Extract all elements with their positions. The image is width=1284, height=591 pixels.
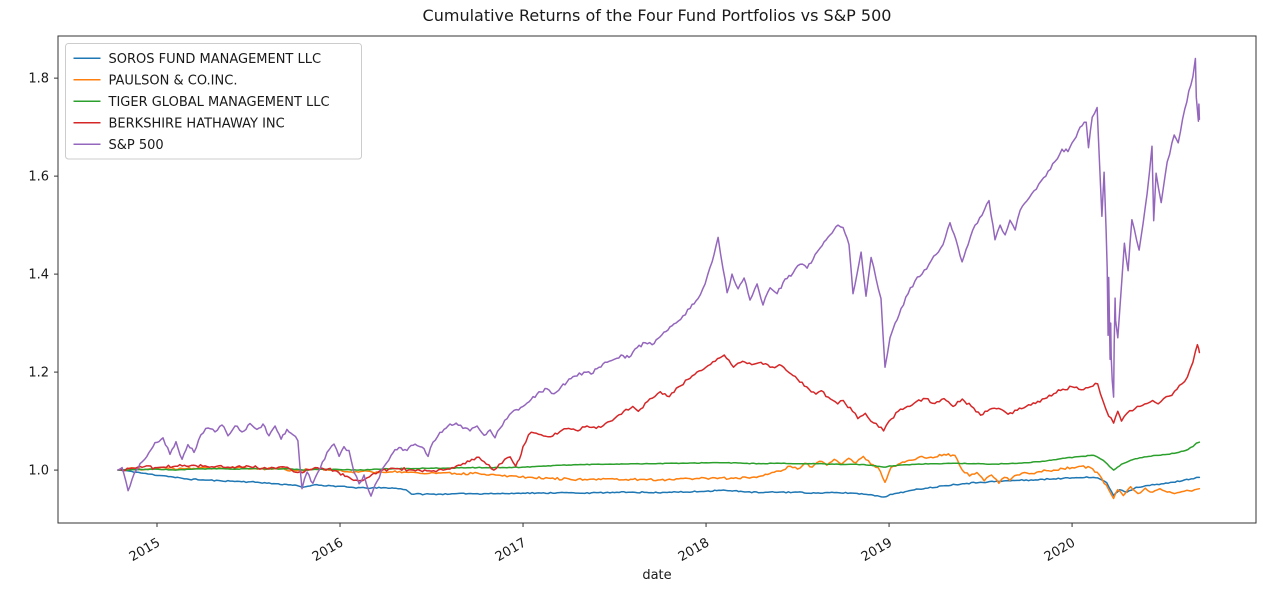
series-line-s-p-500	[117, 57, 1201, 497]
legend-label: TIGER GLOBAL MANAGEMENT LLC	[108, 95, 330, 110]
x-axis-label: date	[642, 568, 672, 583]
y-tick-label-1.6: 1.6	[28, 170, 49, 185]
x-tick-label-2015: 2015	[127, 535, 163, 565]
legend-entry-berkshire-hathaway-inc: BERKSHIRE HATHAWAY INC	[73, 116, 285, 131]
x-tick-label-2016: 2016	[310, 535, 346, 565]
legend-label: S&P 500	[109, 138, 164, 153]
legend: SOROS FUND MANAGEMENT LLC PAULSON & CO.IN…	[65, 43, 362, 160]
x-tick-label-2018: 2018	[676, 535, 712, 565]
x-tick-label-2020: 2020	[1042, 535, 1078, 565]
series-group	[117, 57, 1201, 500]
legend-label: PAULSON & CO.INC.	[109, 73, 238, 88]
series-line-tiger-global-management-llc	[117, 441, 1201, 471]
legend-entry-tiger-global-management-llc: TIGER GLOBAL MANAGEMENT LLC	[73, 95, 330, 110]
legend-entry-paulson-co-inc: PAULSON & CO.INC.	[73, 73, 238, 88]
x-tick-label-2017: 2017	[493, 535, 529, 565]
legend-label: BERKSHIRE HATHAWAY INC	[109, 116, 285, 131]
y-tick-label-1.0: 1.0	[28, 464, 49, 479]
legend-entry-soros-fund-management-llc: SOROS FUND MANAGEMENT LLC	[73, 52, 322, 67]
legend-label: SOROS FUND MANAGEMENT LLC	[109, 52, 322, 67]
plot-spines	[57, 35, 1257, 524]
legend-entry-s-p-500: S&P 500	[73, 138, 164, 153]
x-tick-label-2019: 2019	[859, 535, 895, 565]
y-tick-label-1.8: 1.8	[28, 72, 49, 87]
y-tick-label-1.2: 1.2	[28, 366, 49, 381]
chart-title: Cumulative Returns of the Four Fund Port…	[422, 6, 892, 25]
legend-box	[65, 43, 362, 160]
series-line-paulson-co-inc	[117, 453, 1201, 500]
y-tick-label-1.4: 1.4	[28, 268, 49, 283]
series-line-soros-fund-management-llc	[117, 469, 1201, 498]
series-line-berkshire-hathaway-inc	[117, 343, 1201, 482]
